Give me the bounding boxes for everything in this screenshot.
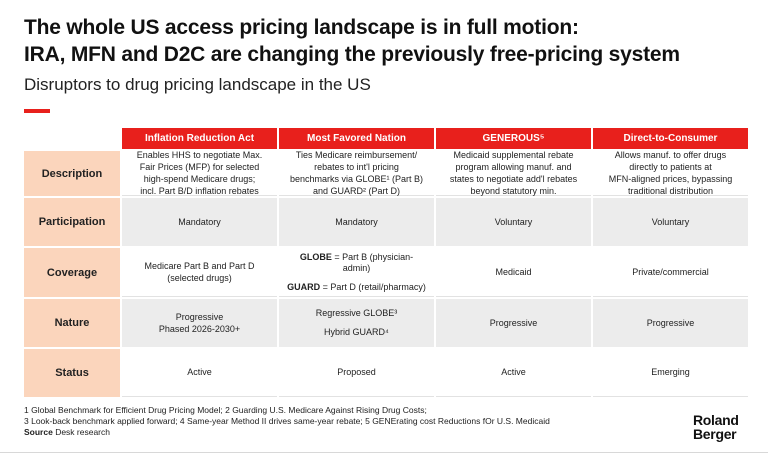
roland-berger-logo: Roland Berger: [693, 413, 739, 441]
guard-key: GUARD: [287, 281, 321, 292]
cell-text: Phased 2026-2030+: [158, 323, 241, 334]
cell-text: Hybrid GUARD⁴: [324, 327, 389, 337]
cell-participation-generous: Voluntary: [436, 198, 591, 246]
source-line: Source Desk research: [24, 427, 550, 438]
cell-participation-d2c: Voluntary: [593, 198, 748, 246]
footnote-line-1: 1 Global Benchmark for Efficient Drug Pr…: [24, 405, 427, 415]
cell-text: directly to patients at: [629, 161, 712, 172]
cell-text: states to negotiate add'l rebates: [449, 173, 578, 184]
accent-bar: [24, 109, 50, 113]
source-label: Source: [24, 427, 53, 437]
page-subtitle: Disruptors to drug pricing landscape in …: [24, 75, 371, 94]
cell-participation-mfn: Mandatory: [279, 198, 434, 246]
table-row-participation: Participation Mandatory Mandatory Volunt…: [24, 198, 748, 246]
cell-coverage-mfn: GLOBE = Part B (physician-admin) GUARD =…: [279, 248, 434, 297]
title-line-2: IRA, MFN and D2C are changing the previo…: [24, 43, 680, 66]
cell-text: Progressive: [175, 311, 224, 322]
cell-description-ira: Enables HHS to negotiate Max. Fair Price…: [122, 149, 277, 196]
cell-text: Regressive GLOBE³: [315, 308, 398, 318]
cell-text: program allowing manuf. and: [455, 161, 572, 172]
cell-text: incl. Part B/D inflation rebates: [140, 185, 259, 196]
cell-nature-generous: Progressive: [436, 299, 591, 347]
cell-nature-d2c: Progressive: [593, 299, 748, 347]
source-text: Desk research: [52, 427, 110, 437]
coverage-guard-line: GUARD = Part D (retail/pharmacy): [287, 282, 426, 293]
cell-status-mfn: Proposed: [279, 349, 434, 397]
cell-status-generous: Active: [436, 349, 591, 397]
footnotes: 1 Global Benchmark for Efficient Drug Pr…: [24, 405, 550, 438]
globe-text: = Part B (physician-admin): [331, 251, 414, 273]
cell-text: traditional distribution: [627, 185, 714, 196]
cell-text: Medicare Part B and Part D: [144, 260, 255, 271]
column-header-ira: Inflation Reduction Act: [122, 128, 277, 149]
row-label-participation: Participation: [24, 198, 120, 246]
logo-line-2: Berger: [693, 426, 737, 442]
column-header-d2c: Direct-to-Consumer: [593, 128, 748, 149]
cell-status-d2c: Emerging: [593, 349, 748, 397]
column-header-generous: GENEROUS⁵: [436, 128, 591, 149]
title-line-1: The whole US access pricing landscape is…: [24, 16, 579, 39]
globe-key: GLOBE: [299, 251, 332, 262]
row-label-coverage: Coverage: [24, 248, 120, 297]
cell-text: Enables HHS to negotiate Max.: [136, 149, 263, 160]
page-title: The whole US access pricing landscape is…: [24, 14, 754, 68]
cell-description-generous: Medicaid supplemental rebate program all…: [436, 149, 591, 196]
cell-description-d2c: Allows manuf. to offer drugs directly to…: [593, 149, 748, 196]
logo-line-1: Roland: [693, 412, 739, 428]
table-row-coverage: Coverage Medicare Part B and Part D (sel…: [24, 248, 748, 297]
cell-text: (selected drugs): [167, 272, 232, 283]
cell-text: Ties Medicare reimbursement/: [295, 149, 418, 160]
coverage-globe-line: GLOBE = Part B (physician-admin): [287, 252, 426, 274]
row-label-description: Description: [24, 151, 120, 196]
comparison-table: Inflation Reduction Act Most Favored Nat…: [24, 128, 748, 397]
cell-coverage-ira: Medicare Part B and Part D (selected dru…: [122, 248, 277, 297]
table-header-row: Inflation Reduction Act Most Favored Nat…: [24, 128, 748, 149]
footnote-line-2: 3 Look-back benchmark applied forward; 4…: [24, 416, 550, 426]
cell-text: Medicaid supplemental rebate: [453, 149, 574, 160]
cell-text: Allows manuf. to offer drugs: [614, 149, 727, 160]
cell-text: and GUARD² (Part D): [312, 185, 401, 196]
cell-text: Fair Prices (MFP) for selected: [139, 161, 260, 172]
table-row-nature: Nature Progressive Phased 2026-2030+ Reg…: [24, 299, 748, 347]
cell-coverage-generous: Medicaid: [436, 248, 591, 297]
cell-text: benchmarks via GLOBE¹ (Part B): [289, 173, 424, 184]
cell-coverage-d2c: Private/commercial: [593, 248, 748, 297]
row-label-nature: Nature: [24, 299, 120, 347]
cell-text: MFN-aligned prices, bypassing: [608, 173, 733, 184]
cell-text: beyond statutory min.: [470, 185, 557, 196]
column-header-mfn: Most Favored Nation: [279, 128, 434, 149]
row-label-status: Status: [24, 349, 120, 397]
cell-status-ira: Active: [122, 349, 277, 397]
bottom-divider: [0, 452, 768, 453]
cell-text: rebates to int'l pricing: [314, 161, 399, 172]
cell-nature-mfn: Regressive GLOBE³ Hybrid GUARD⁴: [279, 299, 434, 347]
cell-description-mfn: Ties Medicare reimbursement/ rebates to …: [279, 149, 434, 196]
table-row-status: Status Active Proposed Active Emerging: [24, 349, 748, 397]
cell-text: high-spend Medicare drugs;: [143, 173, 256, 184]
guard-text: = Part D (retail/pharmacy): [320, 281, 426, 292]
header-corner: [24, 128, 120, 149]
cell-participation-ira: Mandatory: [122, 198, 277, 246]
table-row-description: Description Enables HHS to negotiate Max…: [24, 149, 748, 196]
cell-nature-ira: Progressive Phased 2026-2030+: [122, 299, 277, 347]
